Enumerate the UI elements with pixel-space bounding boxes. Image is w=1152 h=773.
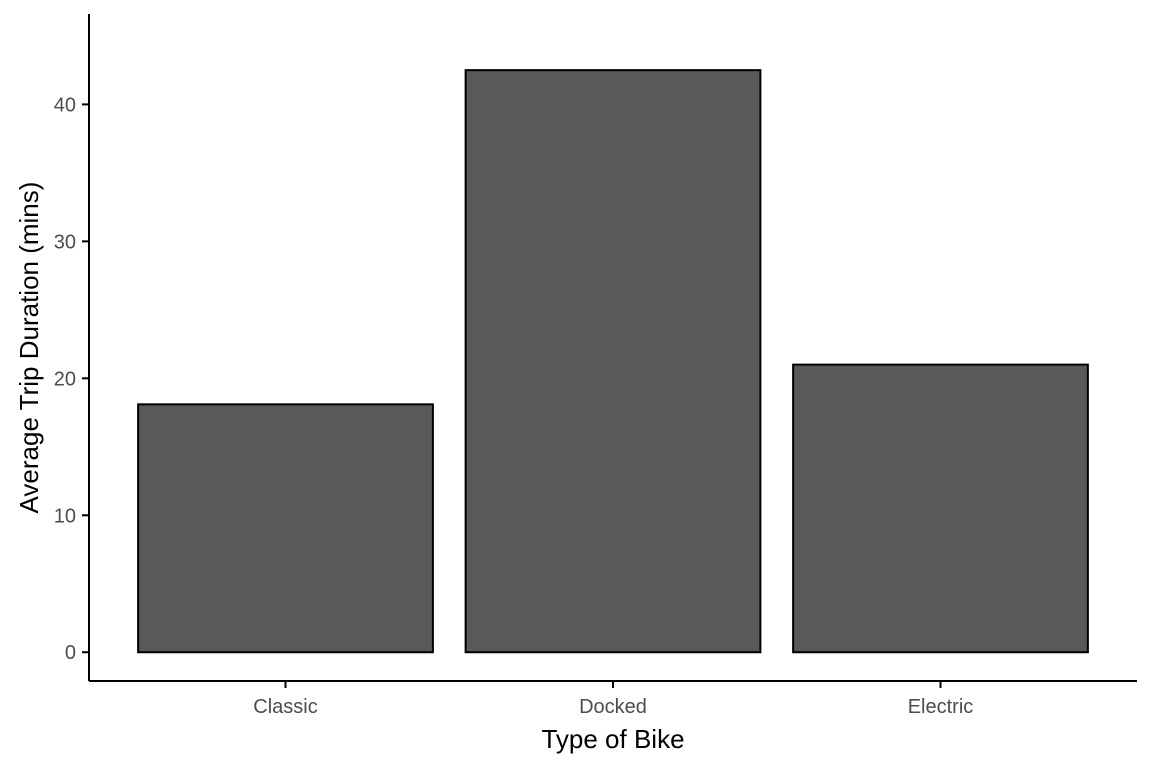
- x-ticks: Classic Docked Electric: [253, 681, 973, 718]
- x-axis-title: Type of Bike: [541, 724, 684, 754]
- y-tick-label: 10: [54, 505, 76, 527]
- x-tick-label: Classic: [253, 696, 317, 718]
- x-tick-label: Electric: [908, 696, 974, 718]
- y-tick-label: 20: [54, 368, 76, 390]
- y-tick-label: 40: [54, 94, 76, 116]
- bar-classic: [137, 403, 434, 654]
- y-tick-label: 30: [54, 231, 76, 253]
- y-ticks: 0 10 20 30 40: [54, 94, 89, 664]
- bar-electric: [792, 363, 1089, 654]
- bar-docked: [464, 69, 762, 654]
- x-tick-label: Docked: [579, 696, 647, 718]
- bars-layer: [137, 69, 1089, 654]
- y-tick-label: 0: [65, 642, 76, 664]
- y-axis-title: Average Trip Duration (mins): [14, 182, 44, 514]
